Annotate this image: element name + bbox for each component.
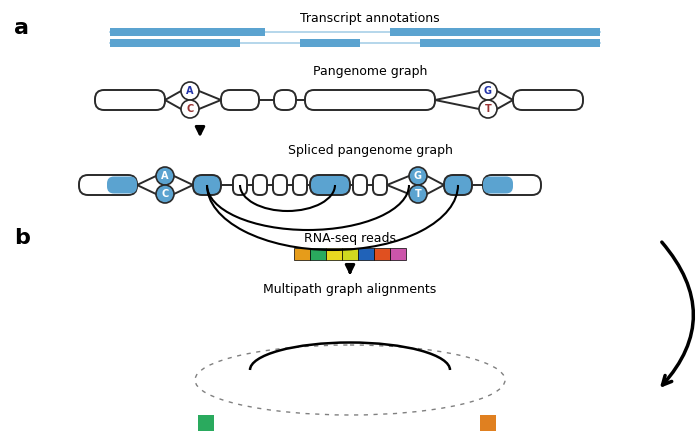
FancyBboxPatch shape (233, 175, 247, 195)
FancyBboxPatch shape (273, 175, 287, 195)
Text: Spliced pangenome graph: Spliced pangenome graph (288, 144, 452, 157)
FancyBboxPatch shape (483, 176, 513, 194)
Text: Pangenome graph: Pangenome graph (313, 65, 427, 78)
Circle shape (479, 82, 497, 100)
FancyBboxPatch shape (293, 175, 307, 195)
FancyBboxPatch shape (310, 248, 326, 260)
FancyBboxPatch shape (358, 248, 374, 260)
FancyBboxPatch shape (221, 90, 259, 110)
FancyBboxPatch shape (198, 415, 214, 431)
FancyArrowPatch shape (662, 242, 694, 385)
FancyBboxPatch shape (274, 90, 296, 110)
FancyBboxPatch shape (374, 248, 390, 260)
Text: A: A (186, 86, 194, 96)
FancyBboxPatch shape (513, 90, 583, 110)
Circle shape (409, 167, 427, 185)
Text: a: a (14, 18, 29, 38)
FancyBboxPatch shape (110, 39, 240, 47)
FancyBboxPatch shape (79, 175, 137, 195)
FancyBboxPatch shape (253, 175, 267, 195)
Text: T: T (414, 189, 421, 199)
FancyBboxPatch shape (483, 175, 541, 195)
Text: Multipath graph alignments: Multipath graph alignments (263, 283, 437, 296)
Circle shape (156, 185, 174, 203)
Text: C: C (186, 104, 194, 114)
Text: A: A (161, 171, 169, 181)
Text: G: G (484, 86, 492, 96)
Text: b: b (14, 228, 30, 248)
Text: Transcript annotations: Transcript annotations (300, 12, 440, 25)
Text: G: G (414, 171, 422, 181)
FancyBboxPatch shape (342, 248, 358, 260)
FancyBboxPatch shape (110, 28, 265, 36)
Circle shape (409, 185, 427, 203)
FancyBboxPatch shape (305, 90, 435, 110)
FancyBboxPatch shape (390, 248, 406, 260)
FancyBboxPatch shape (373, 175, 387, 195)
Text: RNA-seq reads: RNA-seq reads (304, 232, 396, 245)
Circle shape (156, 167, 174, 185)
Text: T: T (484, 104, 491, 114)
FancyBboxPatch shape (326, 248, 342, 260)
FancyBboxPatch shape (300, 39, 360, 47)
FancyBboxPatch shape (420, 39, 600, 47)
FancyBboxPatch shape (480, 415, 496, 431)
Circle shape (181, 100, 199, 118)
FancyBboxPatch shape (107, 176, 137, 194)
Circle shape (479, 100, 497, 118)
FancyBboxPatch shape (353, 175, 367, 195)
FancyBboxPatch shape (310, 175, 350, 195)
FancyBboxPatch shape (444, 175, 472, 195)
Circle shape (181, 82, 199, 100)
FancyBboxPatch shape (95, 90, 165, 110)
FancyBboxPatch shape (193, 175, 221, 195)
Text: C: C (162, 189, 169, 199)
FancyBboxPatch shape (294, 248, 310, 260)
FancyBboxPatch shape (390, 28, 600, 36)
